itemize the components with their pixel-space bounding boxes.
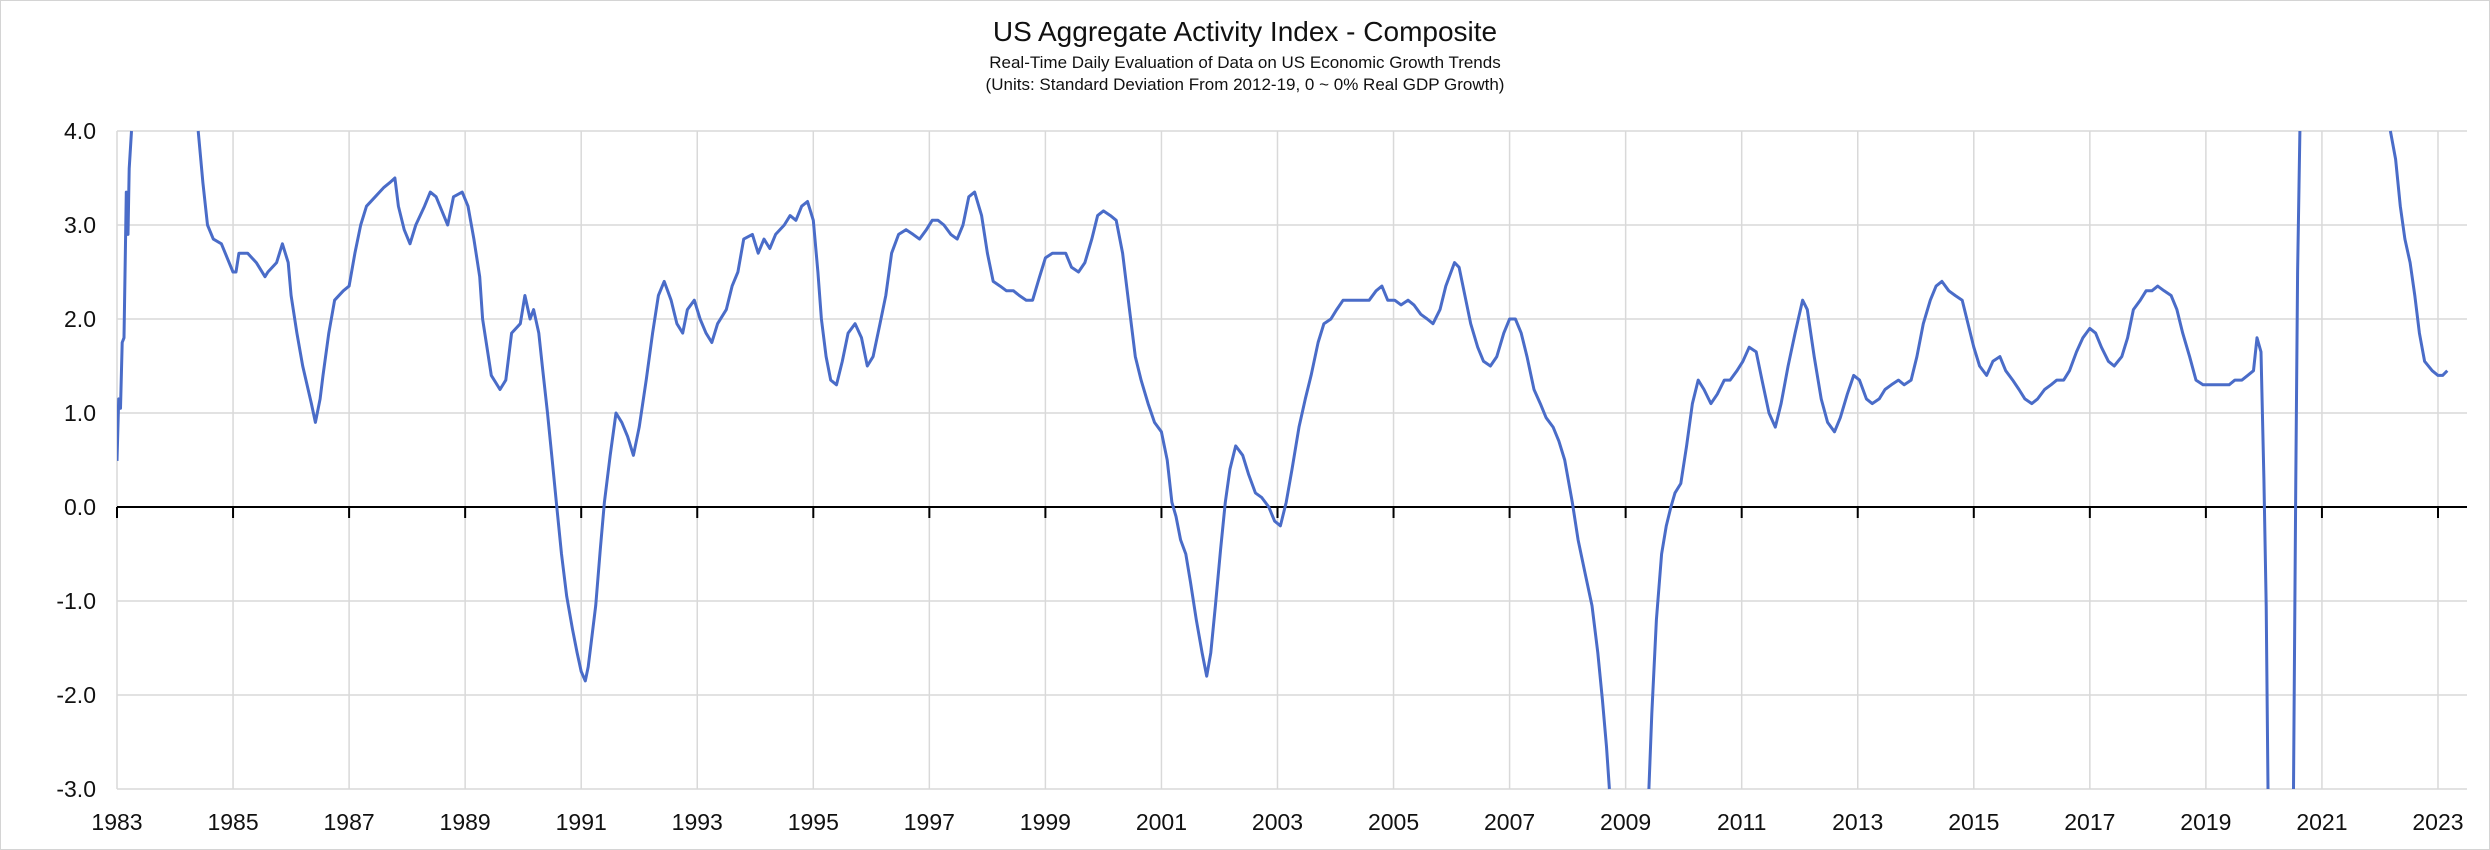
y-tick-label: 3.0: [64, 212, 96, 238]
series-line: [117, 130, 2449, 790]
x-tick-label: 2001: [1136, 809, 1187, 835]
y-tick-label: 1.0: [64, 400, 96, 426]
x-tick-label: 1997: [904, 809, 955, 835]
x-tick-label: 2013: [1832, 809, 1883, 835]
y-tick-label: 0.0: [64, 494, 96, 520]
x-axis-labels: 1983 1985 1987 1989 1991 1993 1995 1997 1999 2001…: [91, 809, 2463, 835]
x-tick-label: 1993: [672, 809, 723, 835]
x-tick-label: 1991: [556, 809, 607, 835]
x-tick-label: 2003: [1252, 809, 1303, 835]
y-tick-label: -3.0: [56, 776, 96, 802]
x-tick-label: 2021: [2296, 809, 2347, 835]
x-tick-label: 1995: [788, 809, 839, 835]
x-tick-label: 1987: [324, 809, 375, 835]
chart-title: US Aggregate Activity Index - Composite: [992, 16, 1498, 47]
y-tick-label: 4.0: [64, 118, 96, 144]
x-tick-label: 2015: [1948, 809, 1999, 835]
gridlines: [116, 130, 2467, 790]
chart-subtitle-line: (Units: Standard Deviation From 2012-19,…: [985, 75, 1505, 94]
y-tick-label: 2.0: [64, 306, 96, 332]
x-tick-label: 2023: [2412, 809, 2463, 835]
x-tick-label: 2019: [2180, 809, 2231, 835]
chart-subtitle-line: Real-Time Daily Evaluation of Data on US…: [989, 53, 1501, 72]
x-tick-label: 1999: [1020, 809, 1071, 835]
x-tick-label: 2007: [1484, 809, 1535, 835]
x-tick-label: 1989: [440, 809, 491, 835]
x-tick-label: 2009: [1600, 809, 1651, 835]
y-axis-labels: 4.0 3.0 2.0 1.0 0.0 -1.0 -2.0 -3.0: [56, 118, 96, 802]
x-tick-label: 2017: [2064, 809, 2115, 835]
y-tick-label: -2.0: [56, 682, 96, 708]
x-tick-marks: [116, 507, 2439, 518]
x-tick-label: 2011: [1717, 809, 1766, 835]
x-tick-label: 2005: [1368, 809, 1419, 835]
y-tick-label: -1.0: [56, 588, 96, 614]
x-tick-label: 1983: [91, 809, 142, 835]
x-tick-label: 1985: [207, 809, 258, 835]
